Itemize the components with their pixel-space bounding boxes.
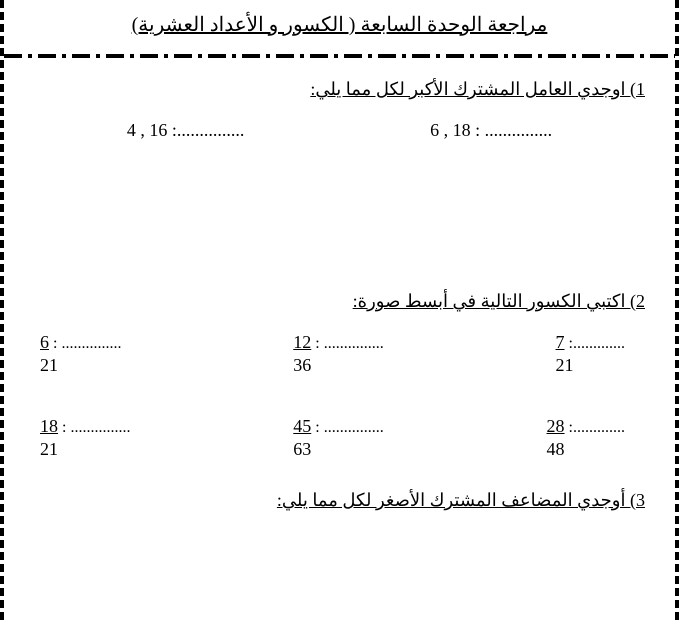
fraction-item: 18 : ............... 21 xyxy=(40,416,130,460)
question-3: 3) أوجدي المضاعف المشترك الأصغر لكل مما … xyxy=(4,480,675,511)
fraction-numerator: 28 xyxy=(547,416,565,437)
worksheet-page: مراجعة الوحدة السابعة ( الكسور و الأعداد… xyxy=(0,0,679,620)
fraction-denominator: 21 xyxy=(40,439,58,460)
fraction-numerator: 45 xyxy=(293,416,311,437)
q1-item: 6 , 18 : ............... xyxy=(430,120,552,141)
answer-blank: : ............... xyxy=(62,419,130,437)
answer-blank: : ............... xyxy=(315,419,383,437)
q1-heading: 1) اوجدي العامل المشترك الأكبر لكل مما ي… xyxy=(34,79,645,100)
answer-blank: : ............... xyxy=(315,335,383,353)
fraction-numerator: 12 xyxy=(293,332,311,353)
fraction-numerator: 7 xyxy=(556,332,565,353)
fraction-denominator: 36 xyxy=(293,355,311,376)
question-1: 1) اوجدي العامل المشترك الأكبر لكل مما ي… xyxy=(4,65,675,141)
fraction-denominator: 48 xyxy=(547,439,565,460)
q2-row2: 18 : ............... 21 45 : ...........… xyxy=(34,416,645,460)
question-2: 2) اكتبي الكسور التالية في أبسط صورة: 6 … xyxy=(4,291,675,460)
q2-row1: 6 : ............... 21 12 : ............… xyxy=(34,332,645,376)
page-title: مراجعة الوحدة السابعة ( الكسور و الأعداد… xyxy=(4,12,675,37)
q1-item: 4 , 16 :............... xyxy=(127,120,245,141)
answer-blank: :............. xyxy=(569,335,625,353)
answer-blank: : ............... xyxy=(53,335,121,353)
q3-heading: 3) أوجدي المضاعف المشترك الأصغر لكل مما … xyxy=(34,490,645,511)
fraction-item: 6 : ............... 21 xyxy=(40,332,121,376)
fraction-numerator: 6 xyxy=(40,332,49,353)
fraction-denominator: 63 xyxy=(293,439,311,460)
divider-line xyxy=(4,47,675,65)
fraction-numerator: 18 xyxy=(40,416,58,437)
fraction-item: 45 : ............... 63 xyxy=(293,416,383,460)
answer-blank: :............. xyxy=(569,419,625,437)
fraction-item: 12 : ............... 36 xyxy=(293,332,383,376)
q1-items: 4 , 16 :............... 6 , 18 : .......… xyxy=(34,120,645,141)
fraction-denominator: 21 xyxy=(556,355,574,376)
fraction-item: 7 :............. 21 xyxy=(556,332,625,376)
fraction-denominator: 21 xyxy=(40,355,58,376)
fraction-item: 28 :............. 48 xyxy=(547,416,625,460)
q2-heading: 2) اكتبي الكسور التالية في أبسط صورة: xyxy=(34,291,645,312)
